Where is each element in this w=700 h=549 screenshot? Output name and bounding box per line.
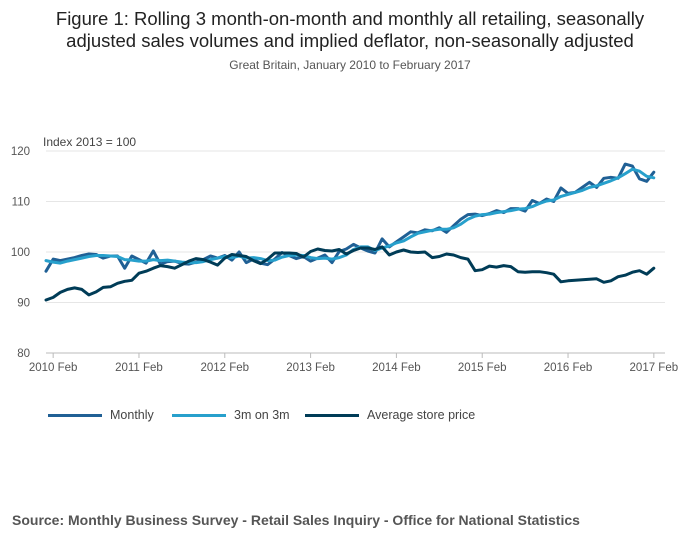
x-tick-label: 2016 Feb bbox=[544, 362, 593, 374]
y-tick-label: 110 bbox=[12, 197, 30, 209]
legend-swatch-monthly bbox=[48, 413, 102, 417]
x-tick-label: 2011 Feb bbox=[115, 362, 163, 374]
series-line-monthly[interactable] bbox=[44, 162, 656, 273]
series-line-average-store-price[interactable] bbox=[44, 245, 656, 302]
x-tick-label: 2015 Feb bbox=[458, 362, 507, 374]
y-axis-label: Index 2013 = 100 bbox=[43, 135, 137, 149]
series-lines bbox=[44, 162, 656, 302]
legend-item-monthly[interactable]: Monthly bbox=[48, 408, 154, 422]
x-axis-ticks: 2010 Feb 2011 Feb 2012 Feb 2013 Feb 2014 Feb… bbox=[29, 353, 678, 374]
y-axis-ticks: 80 90 100 110 120 bbox=[11, 146, 30, 360]
chart-title-line-2: adjusted sales volumes and implied defla… bbox=[66, 30, 634, 51]
legend-item-average-store-price[interactable]: Average store price bbox=[305, 408, 475, 422]
gridlines bbox=[46, 150, 665, 354]
series-line-3m-on-3m[interactable] bbox=[44, 167, 656, 265]
chart-title: Figure 1: Rolling 3 month-on-month and m… bbox=[0, 8, 700, 52]
x-tick-label: 2013 Feb bbox=[286, 362, 335, 374]
y-tick-label: 100 bbox=[11, 247, 30, 259]
chart-title-line-1: Figure 1: Rolling 3 month-on-month and m… bbox=[55, 8, 645, 29]
x-tick-label: 2012 Feb bbox=[200, 362, 249, 374]
source-note: Source: Monthly Business Survey - Retail… bbox=[12, 512, 580, 528]
legend-label-average-store-price: Average store price bbox=[367, 408, 476, 422]
x-tick-label: 2017 Feb bbox=[630, 362, 679, 374]
y-tick-label: 120 bbox=[11, 146, 30, 158]
legend-swatch-average-store-price bbox=[305, 413, 359, 417]
legend-swatch-3m-on-3m bbox=[172, 413, 226, 417]
legend-label-3m-on-3m: 3m on 3m bbox=[234, 408, 290, 422]
y-tick-label: 80 bbox=[17, 348, 30, 360]
x-tick-label: 2010 Feb bbox=[29, 362, 78, 374]
y-tick-label: 90 bbox=[17, 298, 30, 310]
chart-subtitle: Great Britain, January 2010 to February … bbox=[229, 58, 471, 72]
legend-item-3m-on-3m[interactable]: 3m on 3m bbox=[172, 408, 290, 422]
x-tick-label: 2014 Feb bbox=[372, 362, 421, 374]
legend-label-monthly: Monthly bbox=[110, 408, 154, 422]
